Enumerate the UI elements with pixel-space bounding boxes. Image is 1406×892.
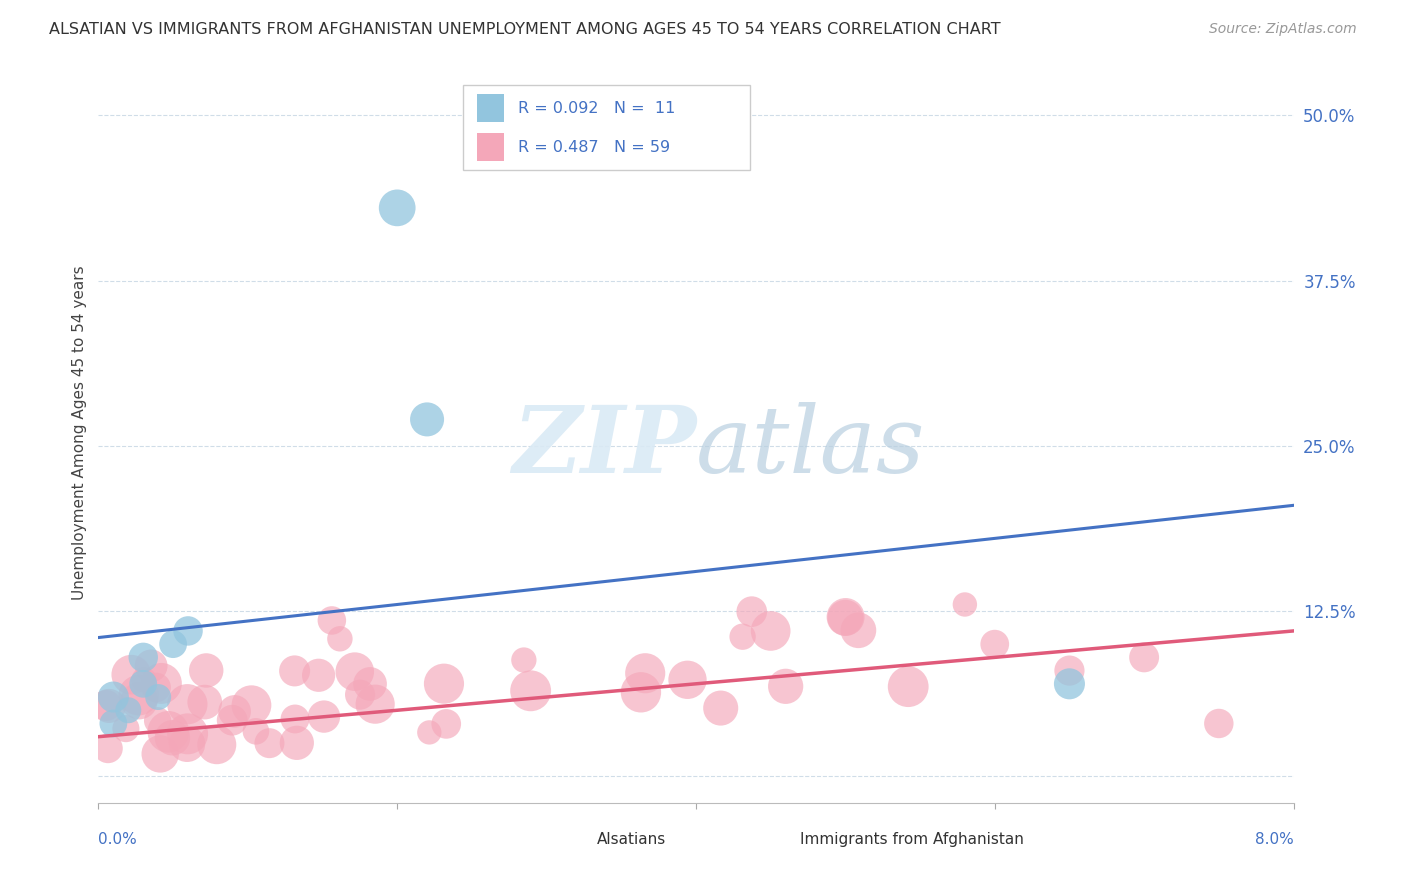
Point (630, 685, 652, 699)
Point (240, 698, 263, 713)
Point (513, 653, 536, 667)
Point (710, 701, 733, 715)
Point (834, 610, 856, 624)
Point (103, 690, 125, 704)
Point (148, 690, 170, 704)
Point (321, 614, 343, 628)
Point (245, 724, 267, 739)
Point (132, 677, 155, 691)
Point (434, 717, 457, 731)
Bar (762, 825, 787, 853)
Point (385, 201, 409, 215)
Point (1208, 716, 1230, 731)
Text: Alsatians: Alsatians (596, 832, 666, 847)
Bar (477, 94, 503, 122)
Point (1133, 650, 1156, 665)
Point (984, 637, 1007, 651)
Text: 8.0%: 8.0% (1254, 832, 1294, 847)
Point (519, 683, 541, 698)
Bar (477, 133, 503, 161)
Point (98, 698, 121, 713)
Point (176, 737, 198, 751)
Point (97, 741, 120, 756)
Text: ALSATIAN VS IMMIGRANTS FROM AFGHANISTAN UNEMPLOYMENT AMONG AGES 45 TO 54 YEARS C: ALSATIAN VS IMMIGRANTS FROM AFGHANISTAN … (49, 22, 1001, 37)
Point (221, 713, 243, 727)
Point (759, 624, 782, 638)
Point (418, 725, 440, 739)
Point (953, 598, 976, 612)
Point (139, 659, 162, 673)
Point (149, 747, 172, 761)
Point (117, 703, 139, 717)
Point (848, 624, 870, 638)
Point (259, 736, 281, 750)
Point (146, 714, 169, 728)
Point (634, 666, 657, 681)
Point (329, 632, 352, 646)
Point (150, 676, 173, 690)
Point (162, 637, 184, 651)
Point (359, 677, 381, 691)
Point (120, 667, 142, 681)
Point (103, 716, 125, 731)
Point (364, 697, 387, 711)
Text: Immigrants from Afghanistan: Immigrants from Afghanistan (800, 832, 1024, 847)
Text: atlas: atlas (696, 402, 925, 492)
Point (676, 673, 699, 687)
Point (284, 712, 307, 726)
Point (416, 412, 439, 426)
Point (195, 664, 218, 678)
Point (285, 736, 308, 750)
Point (115, 722, 138, 736)
Point (132, 673, 155, 687)
Point (177, 624, 200, 638)
Point (312, 709, 335, 723)
Point (194, 695, 217, 709)
Point (128, 694, 150, 708)
Point (224, 705, 246, 719)
FancyBboxPatch shape (463, 85, 749, 169)
Point (775, 679, 797, 693)
Text: 0.0%: 0.0% (98, 832, 138, 847)
Text: R = 0.092   N =  11: R = 0.092 N = 11 (517, 101, 675, 116)
Point (741, 605, 763, 619)
Point (433, 676, 456, 690)
Point (731, 630, 754, 644)
Point (897, 680, 920, 694)
Point (128, 688, 150, 702)
Bar (558, 825, 585, 853)
Point (162, 731, 184, 745)
Text: Source: ZipAtlas.com: Source: ZipAtlas.com (1209, 22, 1357, 37)
Point (1059, 664, 1081, 678)
Point (176, 698, 198, 712)
Point (205, 738, 228, 752)
Point (157, 724, 180, 739)
Point (1059, 677, 1081, 691)
Text: ZIP: ZIP (512, 402, 696, 492)
Point (284, 664, 307, 678)
Y-axis label: Unemployment Among Ages 45 to 54 years: Unemployment Among Ages 45 to 54 years (72, 265, 87, 600)
Point (132, 650, 155, 665)
Point (96, 698, 118, 713)
Point (145, 681, 167, 695)
Point (349, 688, 371, 702)
Point (176, 727, 198, 741)
Point (308, 668, 330, 682)
Point (343, 665, 366, 679)
Point (834, 611, 856, 625)
Text: R = 0.487   N = 59: R = 0.487 N = 59 (517, 140, 671, 154)
